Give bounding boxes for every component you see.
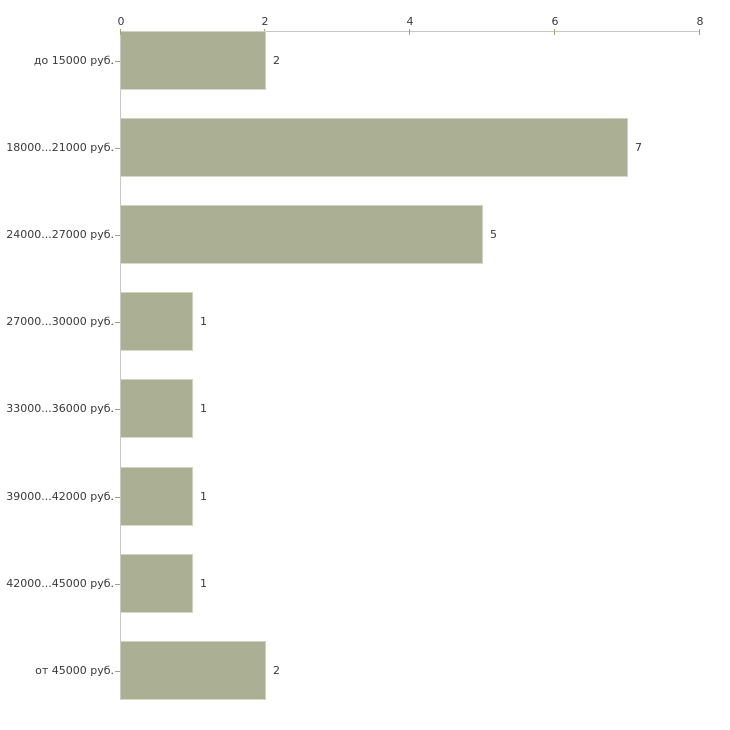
bar xyxy=(121,292,193,351)
y-axis-tick xyxy=(115,61,120,62)
x-axis-tick xyxy=(409,29,410,35)
x-axis-line xyxy=(120,31,700,32)
category-label: 18000...21000 руб. xyxy=(6,140,114,154)
category-label: 39000...42000 руб. xyxy=(6,489,114,503)
bar xyxy=(121,467,193,526)
category-label: 27000...30000 руб. xyxy=(6,314,114,328)
value-label: 1 xyxy=(200,576,207,590)
category-label: 42000...45000 руб. xyxy=(6,576,114,590)
value-label: 1 xyxy=(200,489,207,503)
y-axis-tick xyxy=(115,497,120,498)
bar xyxy=(121,205,483,264)
category-label: 24000...27000 руб. xyxy=(6,227,114,241)
x-axis-tick-label: 4 xyxy=(406,15,414,28)
value-label: 1 xyxy=(200,314,207,328)
y-axis-tick xyxy=(115,322,120,323)
bar xyxy=(121,641,266,700)
bar xyxy=(121,379,193,438)
category-label: 33000...36000 руб. xyxy=(6,401,114,415)
x-axis-tick xyxy=(554,29,555,35)
y-axis-tick xyxy=(115,148,120,149)
x-axis-tick xyxy=(699,29,700,35)
y-axis-line xyxy=(120,31,121,700)
y-axis-tick xyxy=(115,671,120,672)
y-axis-tick xyxy=(115,409,120,410)
bar xyxy=(121,31,266,90)
value-label: 1 xyxy=(200,401,207,415)
y-axis-tick xyxy=(115,235,120,236)
y-axis-tick xyxy=(115,584,120,585)
value-label: 2 xyxy=(273,53,280,67)
bar xyxy=(121,118,628,177)
bar xyxy=(121,554,193,613)
x-axis-tick xyxy=(120,29,121,35)
x-axis-tick-label: 6 xyxy=(551,15,559,28)
value-label: 5 xyxy=(490,227,497,241)
x-axis-tick-label: 0 xyxy=(117,15,125,28)
value-label: 2 xyxy=(273,663,280,677)
category-label: до 15000 руб. xyxy=(33,53,114,67)
value-label: 7 xyxy=(635,140,642,154)
x-axis-tick-label: 8 xyxy=(696,15,704,28)
category-label: от 45000 руб. xyxy=(35,663,114,677)
x-axis-tick-label: 2 xyxy=(261,15,269,28)
